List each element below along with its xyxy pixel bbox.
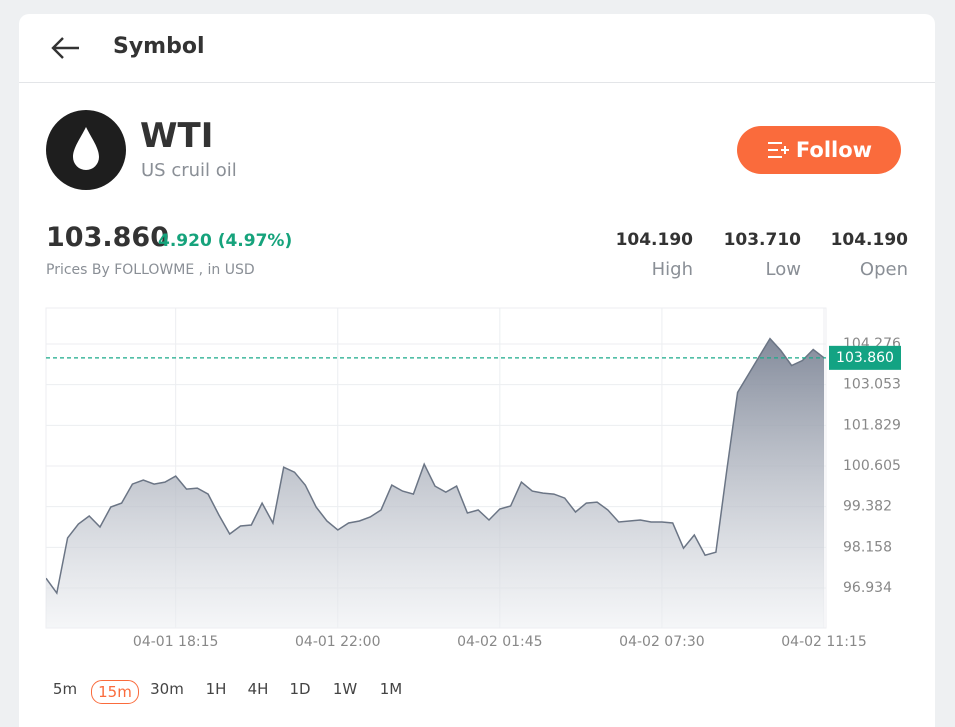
timeframe-option[interactable]: 1M — [379, 680, 403, 698]
symbol-icon — [46, 110, 126, 190]
stat-value: 103.710 — [723, 230, 801, 250]
y-tick-label: 103.053 — [843, 377, 901, 393]
price-source: Prices By FOLLOWME , in USD — [46, 262, 255, 278]
current-price-label: 103.860 — [836, 350, 894, 366]
stat-label: High — [651, 259, 693, 280]
timeframe-option[interactable]: 30m — [150, 680, 184, 698]
plot — [46, 337, 825, 628]
stat-value: 104.190 — [830, 230, 908, 250]
stat-label: Open — [859, 259, 908, 280]
price-change: 4.920 (4.97%) — [158, 231, 293, 251]
timeframe-option[interactable]: 1W — [332, 680, 358, 698]
area — [46, 338, 824, 628]
symbol-description: US cruil oil — [141, 160, 237, 181]
x-tick-label: 04-01 22:00 — [295, 634, 380, 650]
y-tick-label: 101.829 — [843, 417, 901, 433]
timeframe-option[interactable]: 5m — [52, 680, 78, 698]
timeframe-option[interactable]: 1D — [289, 680, 311, 698]
timeframe-option[interactable]: 4H — [247, 680, 269, 698]
stat-label: Low — [765, 259, 801, 280]
page-title: Symbol — [113, 34, 205, 59]
symbol-name: WTI — [140, 116, 214, 156]
divider — [19, 82, 935, 83]
follow-icon — [767, 142, 789, 158]
x-tick-label: 04-02 11:15 — [781, 634, 866, 650]
y-tick-label: 96.934 — [843, 580, 892, 596]
stat-value: 104.190 — [615, 230, 693, 250]
price: 103.860 — [46, 222, 169, 253]
follow-button[interactable]: Follow — [737, 126, 901, 174]
back-button[interactable] — [50, 36, 82, 60]
y-tick-label: 98.158 — [843, 539, 892, 555]
timeframe-option[interactable]: 1H — [205, 680, 227, 698]
chart: 96.934 98.158 99.382 100.605 101.829 103.053 1… — [45, 307, 901, 650]
x-tick-label: 04-02 01:45 — [457, 634, 542, 650]
current-price-box — [829, 345, 901, 370]
timeframe-option[interactable]: 15m — [91, 680, 139, 704]
x-tick-label: 04-01 18:15 — [133, 634, 218, 650]
follow-label: Follow — [795, 138, 873, 162]
line — [46, 337, 825, 595]
y-tick-label: 100.605 — [843, 458, 901, 474]
y-tick-label: 99.382 — [843, 499, 892, 515]
x-tick-label: 04-02 07:30 — [619, 634, 704, 650]
